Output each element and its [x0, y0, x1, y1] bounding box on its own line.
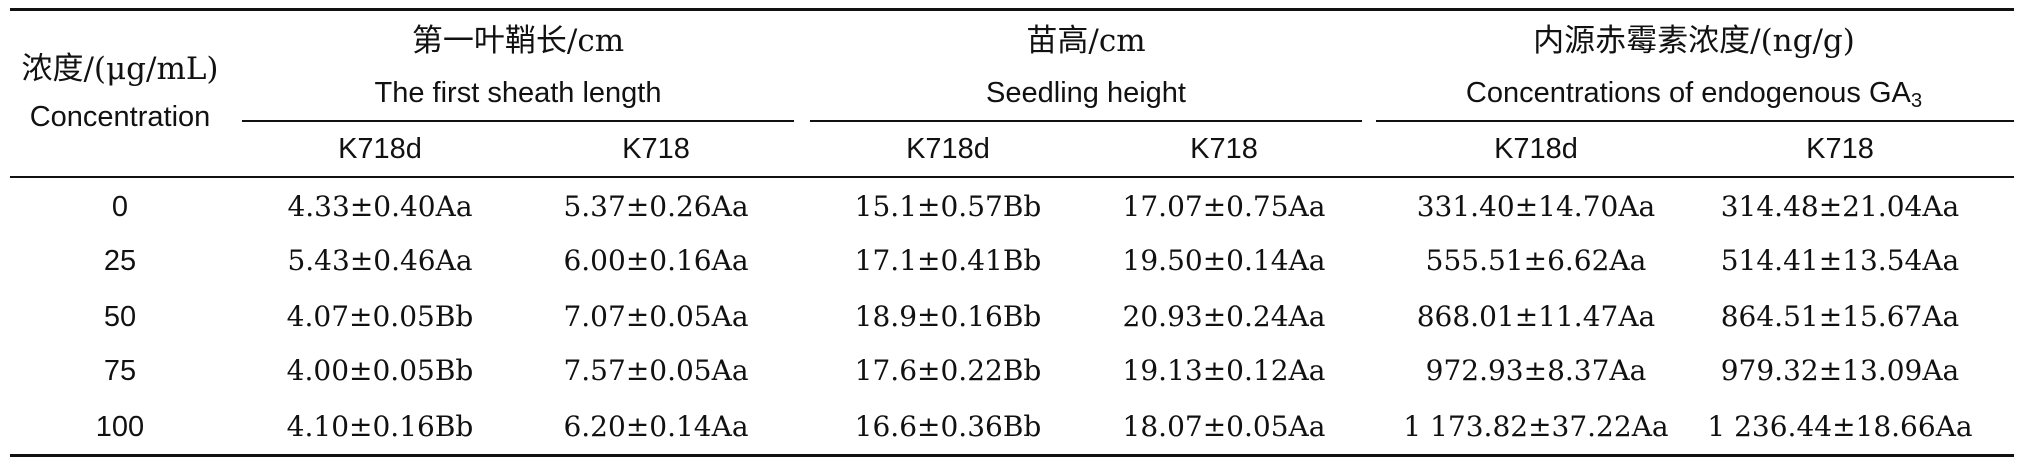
group-header-en: The first sheath length — [374, 77, 662, 109]
table-cell: 6.00±0.16Aa — [563, 244, 749, 277]
group-rule-3 — [1376, 120, 2014, 122]
group-header-en-sub: 3 — [1910, 90, 1923, 113]
group-header-en-text: Concentrations of endogenous GA — [1465, 77, 1911, 109]
group-header-cn: 内源赤霉素浓度/(ng/g) — [1533, 23, 1855, 59]
table-cell: 331.40±14.70Aa — [1416, 190, 1656, 223]
table-cell: 555.51±6.62Aa — [1425, 244, 1647, 277]
subheader: K718 — [1190, 133, 1258, 165]
group-header-en: Concentrations of endogenous GA3 — [1466, 76, 1922, 118]
table-cell: 19.13±0.12Aa — [1122, 354, 1326, 387]
table-cell: 514.41±13.54Aa — [1720, 244, 1960, 277]
row-header-cn: 浓度/(μg/mL) — [21, 51, 219, 87]
table-cell: 20.93±0.24Aa — [1122, 300, 1326, 333]
table-cell: 7.57±0.05Aa — [563, 354, 749, 387]
table-cell: 4.00±0.05Bb — [286, 354, 474, 387]
table-cell: 4.10±0.16Bb — [286, 410, 474, 443]
group-rule-2 — [810, 120, 1362, 122]
row-concentration: 50 — [103, 301, 137, 333]
table-cell: 18.9±0.16Bb — [854, 300, 1042, 333]
table-cell: 864.51±15.67Aa — [1720, 300, 1960, 333]
group-header-cn: 苗高/cm — [1026, 23, 1146, 59]
table-cell: 6.20±0.14Aa — [563, 410, 749, 443]
table-cell: 5.43±0.46Aa — [287, 244, 473, 277]
row-concentration: 0 — [111, 191, 129, 223]
table-cell: 5.37±0.26Aa — [563, 190, 749, 223]
group-header-cn: 第一叶鞘长/cm — [411, 23, 625, 59]
table-cell: 4.07±0.05Bb — [286, 300, 474, 333]
table-cell: 16.6±0.36Bb — [854, 410, 1042, 443]
row-concentration: 100 — [95, 411, 145, 443]
table-cell: 7.07±0.05Aa — [563, 300, 749, 333]
table-cell: 15.1±0.57Bb — [854, 190, 1042, 223]
row-header-en: Concentration — [29, 101, 211, 133]
table-cell: 17.07±0.75Aa — [1122, 190, 1326, 223]
table-cell: 17.6±0.22Bb — [854, 354, 1042, 387]
subheader: K718d — [1494, 133, 1578, 165]
table-cell: 19.50±0.14Aa — [1122, 244, 1326, 277]
group-header-en: Seedling height — [986, 77, 1186, 109]
row-concentration: 25 — [103, 245, 137, 277]
table-cell: 972.93±8.37Aa — [1425, 354, 1647, 387]
table-cell: 17.1±0.41Bb — [854, 244, 1042, 277]
group-rule-1 — [242, 120, 794, 122]
subheader: K718d — [906, 133, 990, 165]
subheader: K718 — [622, 133, 690, 165]
subheader: K718 — [1806, 133, 1874, 165]
table-cell: 979.32±13.09Aa — [1720, 354, 1960, 387]
subheader: K718d — [338, 133, 422, 165]
data-table: 浓度/(μg/mL) Concentration 第一叶鞘长/cm The fi… — [10, 8, 2014, 457]
table-cell: 1 236.44±18.66Aa — [1707, 410, 1973, 443]
bottom-rule — [10, 454, 2014, 457]
table-cell: 18.07±0.05Aa — [1122, 410, 1326, 443]
table-cell: 868.01±11.47Aa — [1416, 300, 1656, 333]
header-rule — [10, 176, 2014, 178]
row-concentration: 75 — [103, 355, 137, 387]
table-cell: 314.48±21.04Aa — [1720, 190, 1960, 223]
table-cell: 4.33±0.40Aa — [287, 190, 473, 223]
top-rule — [10, 8, 2014, 11]
table-cell: 1 173.82±37.22Aa — [1403, 410, 1669, 443]
